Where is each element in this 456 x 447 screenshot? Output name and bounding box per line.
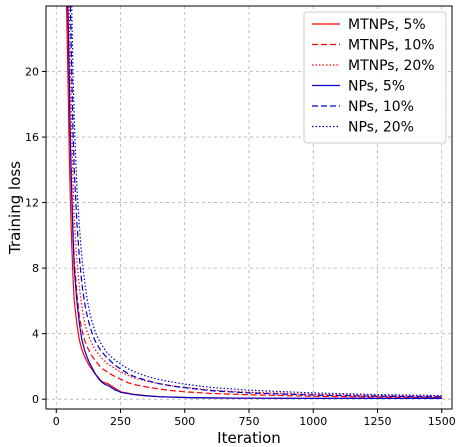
x-tick-label: 0: [53, 415, 60, 428]
x-tick-label: 1500: [428, 415, 456, 428]
series-layer: [65, 6, 442, 399]
x-axis-label: Iteration: [217, 429, 281, 447]
legend-label: MTNPs, 5%: [348, 17, 426, 33]
legend-label: MTNPs, 10%: [348, 38, 435, 54]
legend-label: MTNPs, 20%: [348, 58, 435, 74]
y-axis-ticks: 0 4 8 12 16 20: [25, 66, 46, 406]
x-tick-label: 1250: [363, 415, 391, 428]
legend: MTNPs, 5% MTNPs, 10% MTNPs, 20% NPs, 5% NPs,…: [303, 11, 447, 144]
x-tick-label: 250: [110, 415, 131, 428]
y-tick-label: 12: [25, 197, 39, 210]
series-line-6: [71, 6, 442, 397]
legend-label: NPs, 20%: [348, 120, 414, 136]
y-axis-label: Training loss: [6, 161, 24, 255]
x-tick-label: 500: [174, 415, 195, 428]
series-line-3: [68, 6, 442, 397]
series-line-4: [67, 6, 442, 399]
y-tick-label: 8: [32, 262, 39, 275]
x-axis-ticks: 0 250 500 750 1000 1250 1500: [53, 409, 456, 428]
y-tick-label: 16: [25, 131, 39, 144]
y-tick-label: 20: [25, 66, 39, 79]
legend-label: NPs, 10%: [348, 99, 414, 115]
y-tick-label: 4: [32, 328, 39, 341]
y-tick-label: 0: [32, 393, 39, 406]
series-line-5: [69, 6, 442, 398]
x-tick-label: 750: [239, 415, 260, 428]
series-line-2: [67, 6, 442, 399]
x-tick-label: 1000: [299, 415, 327, 428]
legend-label: NPs, 5%: [348, 79, 405, 95]
